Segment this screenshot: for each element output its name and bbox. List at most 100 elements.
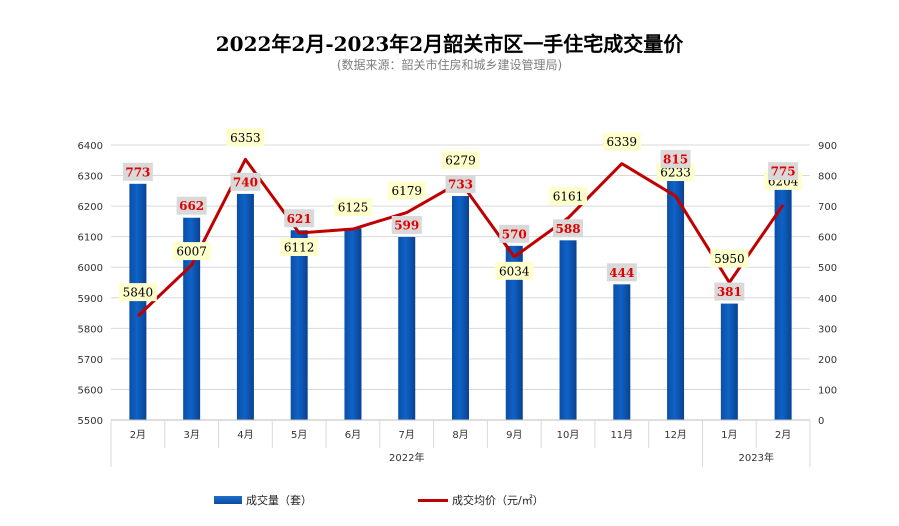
volume-data-label-box — [606, 263, 637, 282]
volume-data-label-text: 740 — [233, 175, 258, 189]
volume-data-label-box — [660, 149, 691, 168]
right-axis-tick-label: 300 — [818, 324, 837, 335]
volume-data-label: 815 — [660, 149, 691, 168]
year-group-label: 2023年 — [739, 451, 774, 464]
label-layer: 5840 6007 6353 6112 6125 6179 6279 6034 6161 6339… — [118, 128, 803, 302]
volume-data-label-box — [714, 282, 745, 301]
axis-layer: 5500560057005800590060006100620063006400… — [78, 141, 837, 467]
volume-data-label-box — [768, 162, 799, 181]
price-data-label: 6353 — [226, 128, 265, 147]
chart-title: 2022年2月-2023年2月韶关市区一手住宅成交量价 — [215, 32, 684, 56]
left-axis-tick-label: 6000 — [78, 263, 103, 274]
volume-data-label-box — [122, 162, 153, 181]
right-axis-tick-label: 400 — [818, 294, 837, 305]
price-data-label: 6179 — [387, 181, 426, 200]
left-axis-tick-label: 5700 — [78, 355, 103, 366]
volume-data-label: 773 — [122, 162, 153, 181]
volume-data-label-text: 773 — [125, 165, 150, 179]
price-data-label: 6339 — [602, 132, 641, 151]
volume-data-label-text: 381 — [717, 285, 742, 299]
x-axis-tick-label: 10月 — [557, 429, 580, 441]
volume-data-label: 733 — [445, 175, 476, 194]
volume-data-label: 599 — [391, 215, 422, 234]
volume-data-label: 621 — [284, 209, 315, 228]
volume-bar — [720, 303, 738, 420]
x-axis-tick-label: 4月 — [237, 429, 253, 441]
right-axis-tick-label: 500 — [818, 263, 837, 274]
left-axis-tick-label: 5600 — [78, 385, 103, 396]
volume-data-label-box — [391, 215, 422, 234]
volume-data-label-text: 444 — [609, 266, 634, 280]
price-data-label: 5840 — [118, 283, 157, 302]
x-axis-tick-label: 11月 — [610, 429, 633, 441]
volume-data-label-text: 570 — [502, 227, 527, 241]
price-data-label-text: 6007 — [176, 245, 207, 259]
legend-line-entry: 成交均价（元/㎡） — [418, 492, 544, 508]
volume-data-label: 588 — [553, 219, 584, 238]
volume-bar — [290, 230, 308, 420]
volume-data-label-box — [230, 172, 261, 191]
price-data-label-text: 5950 — [714, 252, 745, 266]
volume-data-label-text: 599 — [394, 218, 419, 232]
price-data-label-box — [441, 150, 480, 169]
volume-bar — [774, 183, 792, 420]
x-axis-tick-label: 2月 — [775, 429, 791, 441]
price-data-label-text: 6034 — [499, 264, 530, 278]
volume-data-label-text: 775 — [771, 165, 796, 179]
price-data-label: 6125 — [333, 198, 372, 217]
right-axis-tick-label: 200 — [818, 355, 837, 366]
x-axis-tick-label: 8月 — [452, 429, 468, 441]
x-axis-tick-label: 2月 — [130, 429, 146, 441]
x-axis-tick-label: 6月 — [345, 429, 361, 441]
volume-bar — [667, 170, 685, 420]
volume-data-label: 775 — [768, 162, 799, 181]
volume-bar — [505, 245, 523, 420]
x-axis-tick-label: 5月 — [291, 429, 307, 441]
chart-subtitle: (数据来源：韶关市住房和城乡建设管理局) — [336, 58, 563, 72]
price-data-label-box — [602, 132, 641, 151]
price-data-label-box — [710, 249, 749, 268]
price-data-label-box — [549, 187, 588, 206]
price-data-label-text: 6339 — [607, 135, 638, 149]
volume-data-label: 570 — [499, 224, 530, 243]
legend-bar-swatch — [214, 496, 242, 504]
volume-data-label-text: 733 — [448, 178, 473, 192]
year-group-label: 2022年 — [389, 451, 424, 464]
volume-bar — [129, 183, 147, 420]
right-axis-tick-label: 600 — [818, 233, 837, 244]
volume-data-label-text: 588 — [556, 222, 581, 236]
volume-bar — [344, 228, 362, 420]
volume-data-label: 662 — [176, 196, 207, 215]
price-data-label-text: 6125 — [338, 201, 369, 215]
price-data-label: 6007 — [172, 242, 211, 261]
price-data-label-text: 6353 — [230, 131, 261, 145]
price-data-label-box — [495, 261, 534, 280]
price-data-label-text: 6179 — [391, 184, 422, 198]
right-axis-tick-label: 700 — [818, 202, 837, 213]
bar-layer — [129, 170, 792, 420]
left-axis-tick-label: 5800 — [78, 324, 103, 335]
legend-bar-entry: 成交量（套） — [214, 492, 312, 508]
left-axis-tick-label: 6300 — [78, 172, 103, 183]
right-axis-tick-label: 900 — [818, 141, 837, 152]
price-data-label-text: 6233 — [660, 166, 691, 180]
price-data-label-box — [333, 198, 372, 217]
legend-line-label: 成交均价（元/㎡） — [452, 494, 544, 507]
price-data-label-text: 6279 — [445, 153, 476, 167]
right-axis-tick-label: 100 — [818, 385, 837, 396]
x-axis-tick-label: 1月 — [721, 429, 737, 441]
price-data-label-text: 5840 — [123, 286, 154, 300]
left-axis-tick-label: 6200 — [78, 202, 103, 213]
volume-data-label: 444 — [606, 263, 637, 282]
price-data-label: 6161 — [549, 187, 588, 206]
legend-bar-label: 成交量（套） — [246, 494, 312, 507]
price-data-label: 6279 — [441, 150, 480, 169]
volume-data-label-box — [553, 219, 584, 238]
volume-bar — [236, 193, 254, 420]
volume-data-label-text: 815 — [663, 152, 688, 166]
price-data-label: 5950 — [710, 249, 749, 268]
left-axis-tick-label: 5900 — [78, 294, 103, 305]
volume-data-label-text: 621 — [287, 212, 312, 226]
legend-line-swatch — [418, 498, 448, 502]
x-axis-tick-label: 12月 — [664, 429, 687, 441]
